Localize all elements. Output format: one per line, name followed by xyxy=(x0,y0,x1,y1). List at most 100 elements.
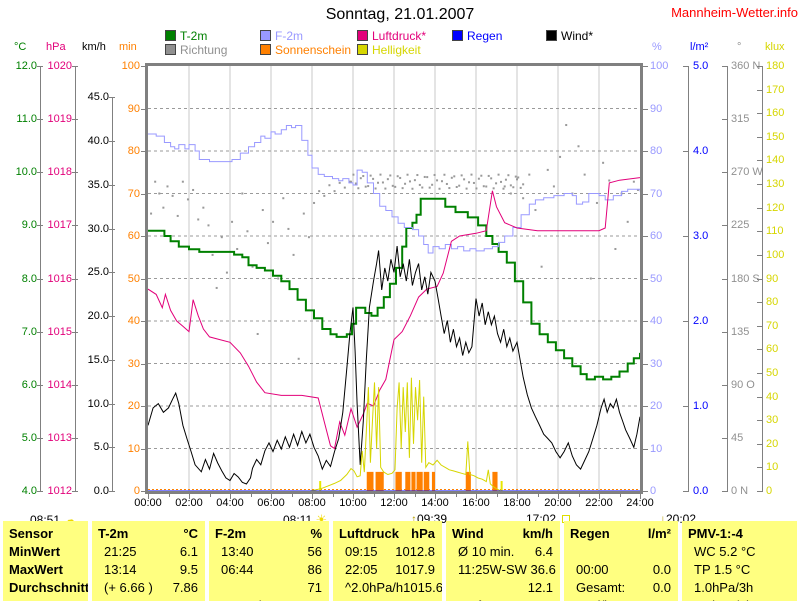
tick-label-kmh: 5.0 xyxy=(93,441,109,454)
tick-mark xyxy=(722,66,728,67)
x-axis-tick xyxy=(373,494,375,497)
wind-direction-dot xyxy=(450,176,453,179)
x-axis-label: 02:00 xyxy=(175,497,203,509)
wind-direction-dot xyxy=(433,173,436,176)
wind-direction-dot xyxy=(522,183,525,186)
legend-item-luftdruck: Luftdruck* xyxy=(357,29,426,43)
tick-mark xyxy=(757,420,763,422)
x-axis-tick xyxy=(435,494,436,499)
wind-direction-dot xyxy=(632,180,635,183)
tick-label-hpa: 1015 xyxy=(47,325,72,338)
wind-direction-dot xyxy=(211,253,214,256)
tick-label-hpa: 1017 xyxy=(47,219,72,232)
wind-direction-dot xyxy=(460,174,463,177)
x-axis-label: 18:00 xyxy=(503,497,531,509)
legend-label: Wind* xyxy=(561,29,594,43)
tick-label-pct: 50 xyxy=(650,272,663,285)
wind-direction-dot xyxy=(374,187,377,190)
tick-label-c: 9.0 xyxy=(21,219,37,232)
wind-direction-dot xyxy=(418,183,421,186)
page-title: Sonntag, 21.01.2007 xyxy=(325,6,475,23)
tick-mark xyxy=(757,66,763,67)
tick-label-kmh: 40.0 xyxy=(87,135,109,148)
tick-label-klux: 150 xyxy=(766,130,785,143)
tick-label-min: 60 xyxy=(127,230,140,242)
tick-mark xyxy=(641,448,648,450)
sunshine-bar xyxy=(492,471,498,491)
tick-mark xyxy=(641,491,648,492)
tick-mark xyxy=(141,448,148,450)
wind-direction-dot xyxy=(519,186,522,189)
cell-value: 0.0 xyxy=(652,562,671,577)
x-axis-tick xyxy=(496,494,498,497)
cell-text xyxy=(446,579,458,597)
table-row: ↑1017.0 xyxy=(333,597,442,601)
wind-direction-dot xyxy=(559,155,562,158)
tick-label-klux: 100 xyxy=(766,248,785,261)
wind-direction-dot xyxy=(503,185,506,188)
cell-text xyxy=(333,597,345,601)
wind-direction-dot xyxy=(428,186,431,189)
table-row: 22:05 1017.9 xyxy=(333,561,442,579)
tick-label-klux: 130 xyxy=(766,178,785,191)
site-link[interactable]: Mannheim-Wetter.info xyxy=(671,5,798,20)
series-luftdruck xyxy=(147,177,641,450)
tick-label-deg: 90 O xyxy=(731,378,755,391)
tick-label-klux: 160 xyxy=(766,107,785,120)
tick-label-kmh: 15.0 xyxy=(87,353,109,366)
legend-swatch-icon xyxy=(546,30,557,41)
table-row: 09:15 1012.8 xyxy=(333,543,442,561)
tick-mark xyxy=(722,225,728,227)
wind-direction-dot xyxy=(302,212,305,215)
wind-direction-dot xyxy=(583,173,586,176)
wind-direction-dot xyxy=(482,185,485,188)
sunshine-bar xyxy=(375,471,384,491)
column-title: Wind xyxy=(452,526,484,541)
tick-label-deg: 135 xyxy=(731,325,750,338)
cell-text: 11:25 xyxy=(458,562,490,577)
tick-label-hpa: 1016 xyxy=(47,272,72,285)
wind-direction-dot xyxy=(504,178,507,181)
tick-label-min: 40 xyxy=(127,315,140,327)
wind-direction-dot xyxy=(438,187,441,190)
tick-mark xyxy=(141,151,148,152)
table-row: 0.0hPa/1h xyxy=(682,597,797,601)
axis-header-pct: % xyxy=(652,41,662,53)
wind-direction-dot xyxy=(408,180,411,183)
tick-mark xyxy=(641,108,648,110)
table-header-row: Luftdruck hPa xyxy=(333,525,442,543)
tick-label-min: 0 xyxy=(133,485,140,497)
tick-label-c: 7.0 xyxy=(21,325,37,338)
cell-text: 22:05 xyxy=(345,562,378,577)
cell-text xyxy=(564,543,576,561)
arrow-up-icon: ↑ xyxy=(411,512,417,526)
cell-value: 6.6 xyxy=(180,597,205,601)
tick-mark xyxy=(641,193,648,195)
cell-text: ^2.0hPa/h xyxy=(345,580,404,595)
column-unit: km/h xyxy=(522,526,553,541)
table-row: 06:44 86 xyxy=(209,561,329,579)
tick-mark xyxy=(641,321,648,322)
chart-canvas xyxy=(147,66,641,492)
table-row: MaxWert xyxy=(3,561,88,579)
wind-direction-dot xyxy=(487,174,490,177)
wind-direction-dot xyxy=(231,220,234,223)
wind-direction-dot xyxy=(516,178,518,181)
wind-direction-dot xyxy=(497,173,500,176)
tick-mark xyxy=(757,372,763,374)
axis-header-deg: ° xyxy=(737,41,742,53)
wind-direction-dot xyxy=(379,173,382,176)
x-axis-label: 16:00 xyxy=(462,497,490,509)
wind-direction-dot xyxy=(453,175,456,178)
tick-mark xyxy=(141,236,148,237)
x-axis-tick xyxy=(189,494,190,499)
tick-mark xyxy=(757,89,763,91)
wind-direction-dot xyxy=(359,177,362,180)
tick-mark xyxy=(109,491,115,492)
cell-text: 5.39 g/m³ xyxy=(209,597,276,601)
column-unit: l/m² xyxy=(647,526,671,541)
x-axis-tick xyxy=(476,494,477,499)
series-helligkeit xyxy=(309,377,501,492)
tick-label-c: 12.0 xyxy=(15,60,37,72)
cell-value: 7.1 xyxy=(535,597,560,601)
